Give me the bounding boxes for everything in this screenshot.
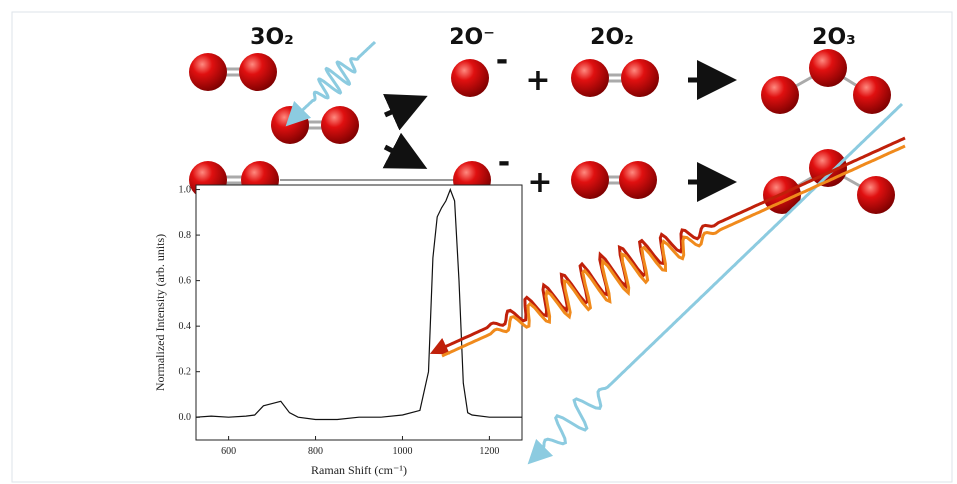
- raman-chart: 600 800 1000 1200 0.0 0.2 0.4 0.6 0.8 1.0 Raman Sh…: [153, 184, 523, 477]
- x-axis-label: Raman Shift (cm⁻¹): [311, 463, 407, 477]
- plus: +: [525, 63, 550, 98]
- x-tick-label: 1000: [392, 446, 412, 457]
- x-tick-label: 600: [221, 446, 236, 457]
- pump-beam: [527, 102, 904, 465]
- y-tick-label: 1.0: [179, 185, 192, 196]
- raman-beam-red: [429, 136, 906, 355]
- ion-label: 2O⁻: [449, 25, 495, 50]
- o2-label: 2O₂: [590, 25, 634, 50]
- beams: [285, 40, 906, 465]
- x-tick-label: 1200: [479, 446, 499, 457]
- reactant-label: 3O₂: [250, 25, 294, 50]
- y-tick-label: 0.6: [179, 276, 192, 287]
- x-tick-label: 800: [308, 446, 323, 457]
- reaction-arrows: [382, 60, 737, 202]
- spectrum: [195, 187, 522, 421]
- y-tick-label: 0.4: [179, 321, 192, 332]
- charge: -: [496, 43, 508, 78]
- y-axis-label: Normalized Intensity (arb. units): [153, 234, 167, 391]
- raman-beam-orange: [441, 144, 906, 358]
- plot-frame: [195, 184, 523, 441]
- y-tick-label: 0.8: [179, 230, 192, 241]
- charge: -: [498, 145, 510, 180]
- probe-beam: [285, 40, 377, 127]
- plus: +: [527, 165, 552, 200]
- y-tick-label: 0.2: [179, 367, 192, 378]
- ozone-label: 2O₃: [812, 25, 856, 50]
- y-tick-label: 0.0: [179, 412, 192, 423]
